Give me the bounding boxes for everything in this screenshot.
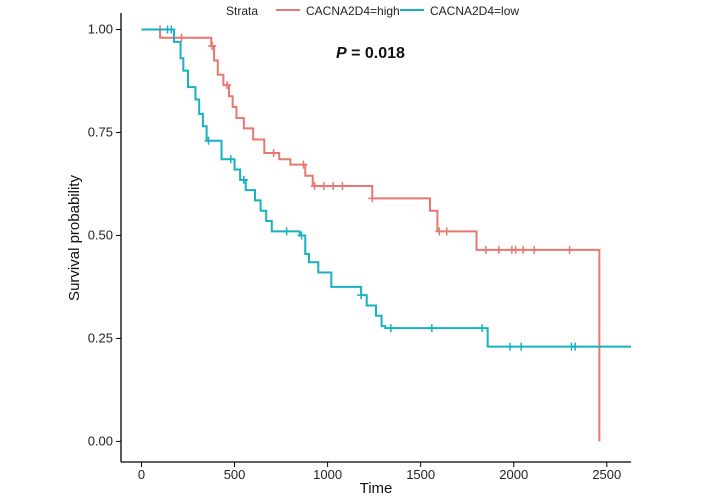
y-tick-label: 0.25 — [88, 330, 113, 345]
censor-mark — [571, 342, 580, 351]
censor-mark — [494, 245, 503, 254]
y-tick-label: 0.00 — [88, 433, 113, 448]
axes — [120, 13, 631, 463]
censor-mark — [481, 245, 490, 254]
legend-title: Strata — [226, 4, 258, 18]
censor-mark — [319, 182, 328, 191]
censor-mark — [478, 324, 487, 333]
legend: Strata CACNA2D4=high CACNA2D4=low — [226, 4, 519, 18]
x-axis-title: Time — [360, 480, 393, 497]
censor-mark — [565, 245, 574, 254]
censor-mark — [517, 342, 526, 351]
censor-mark — [204, 136, 213, 145]
x-tick-label: 2000 — [499, 467, 528, 482]
censor-mark — [167, 25, 176, 34]
censor-mark — [427, 324, 436, 333]
censor-mark — [368, 194, 377, 203]
x-tick-label: 500 — [224, 467, 246, 482]
survival-line-cacna2d4-high — [141, 28, 601, 442]
axis-ticks: 0 500 1000 1500 2000 2500 0.00 0.25 0.50 0.75 1.00 — [88, 21, 622, 482]
legend-label-low: CACNA2D4=low — [430, 4, 519, 18]
censor-mark — [269, 149, 278, 158]
p-value-symbol: P — [336, 45, 347, 62]
censor-mark — [357, 291, 366, 300]
x-tick-label: 1000 — [313, 467, 342, 482]
censor-mark — [530, 245, 539, 254]
censor-mark — [329, 182, 338, 191]
y-axis-title: Survival probability — [66, 175, 83, 301]
censor-mark — [442, 227, 451, 236]
censor-mark — [226, 155, 235, 164]
censor-mark — [435, 227, 444, 236]
censor-mark — [386, 324, 395, 333]
censor-mark — [310, 182, 319, 191]
y-tick-label: 0.50 — [88, 227, 113, 242]
x-tick-label: 2500 — [592, 467, 621, 482]
censor-mark — [223, 81, 232, 90]
censor-mark — [282, 227, 291, 236]
censor-mark — [519, 245, 528, 254]
legend-label-high: CACNA2D4=high — [306, 4, 400, 18]
censor-mark — [239, 175, 248, 184]
y-tick-label: 1.00 — [88, 21, 113, 36]
x-tick-label: 0 — [138, 467, 145, 482]
survival-line-cacna2d4-low — [141, 28, 631, 348]
censor-mark — [338, 182, 347, 191]
y-tick-label: 0.75 — [88, 124, 113, 139]
censor-mark — [297, 231, 306, 240]
p-value-annotation: P = 0.018 — [336, 45, 405, 62]
censor-mark — [208, 41, 217, 50]
p-value-text: = 0.018 — [347, 45, 405, 62]
censor-mark — [506, 342, 515, 351]
survival-curves — [141, 25, 631, 442]
censor-mark — [511, 245, 520, 254]
censor-mark — [177, 33, 186, 42]
x-tick-label: 1500 — [406, 467, 435, 482]
censor-mark — [299, 160, 308, 169]
